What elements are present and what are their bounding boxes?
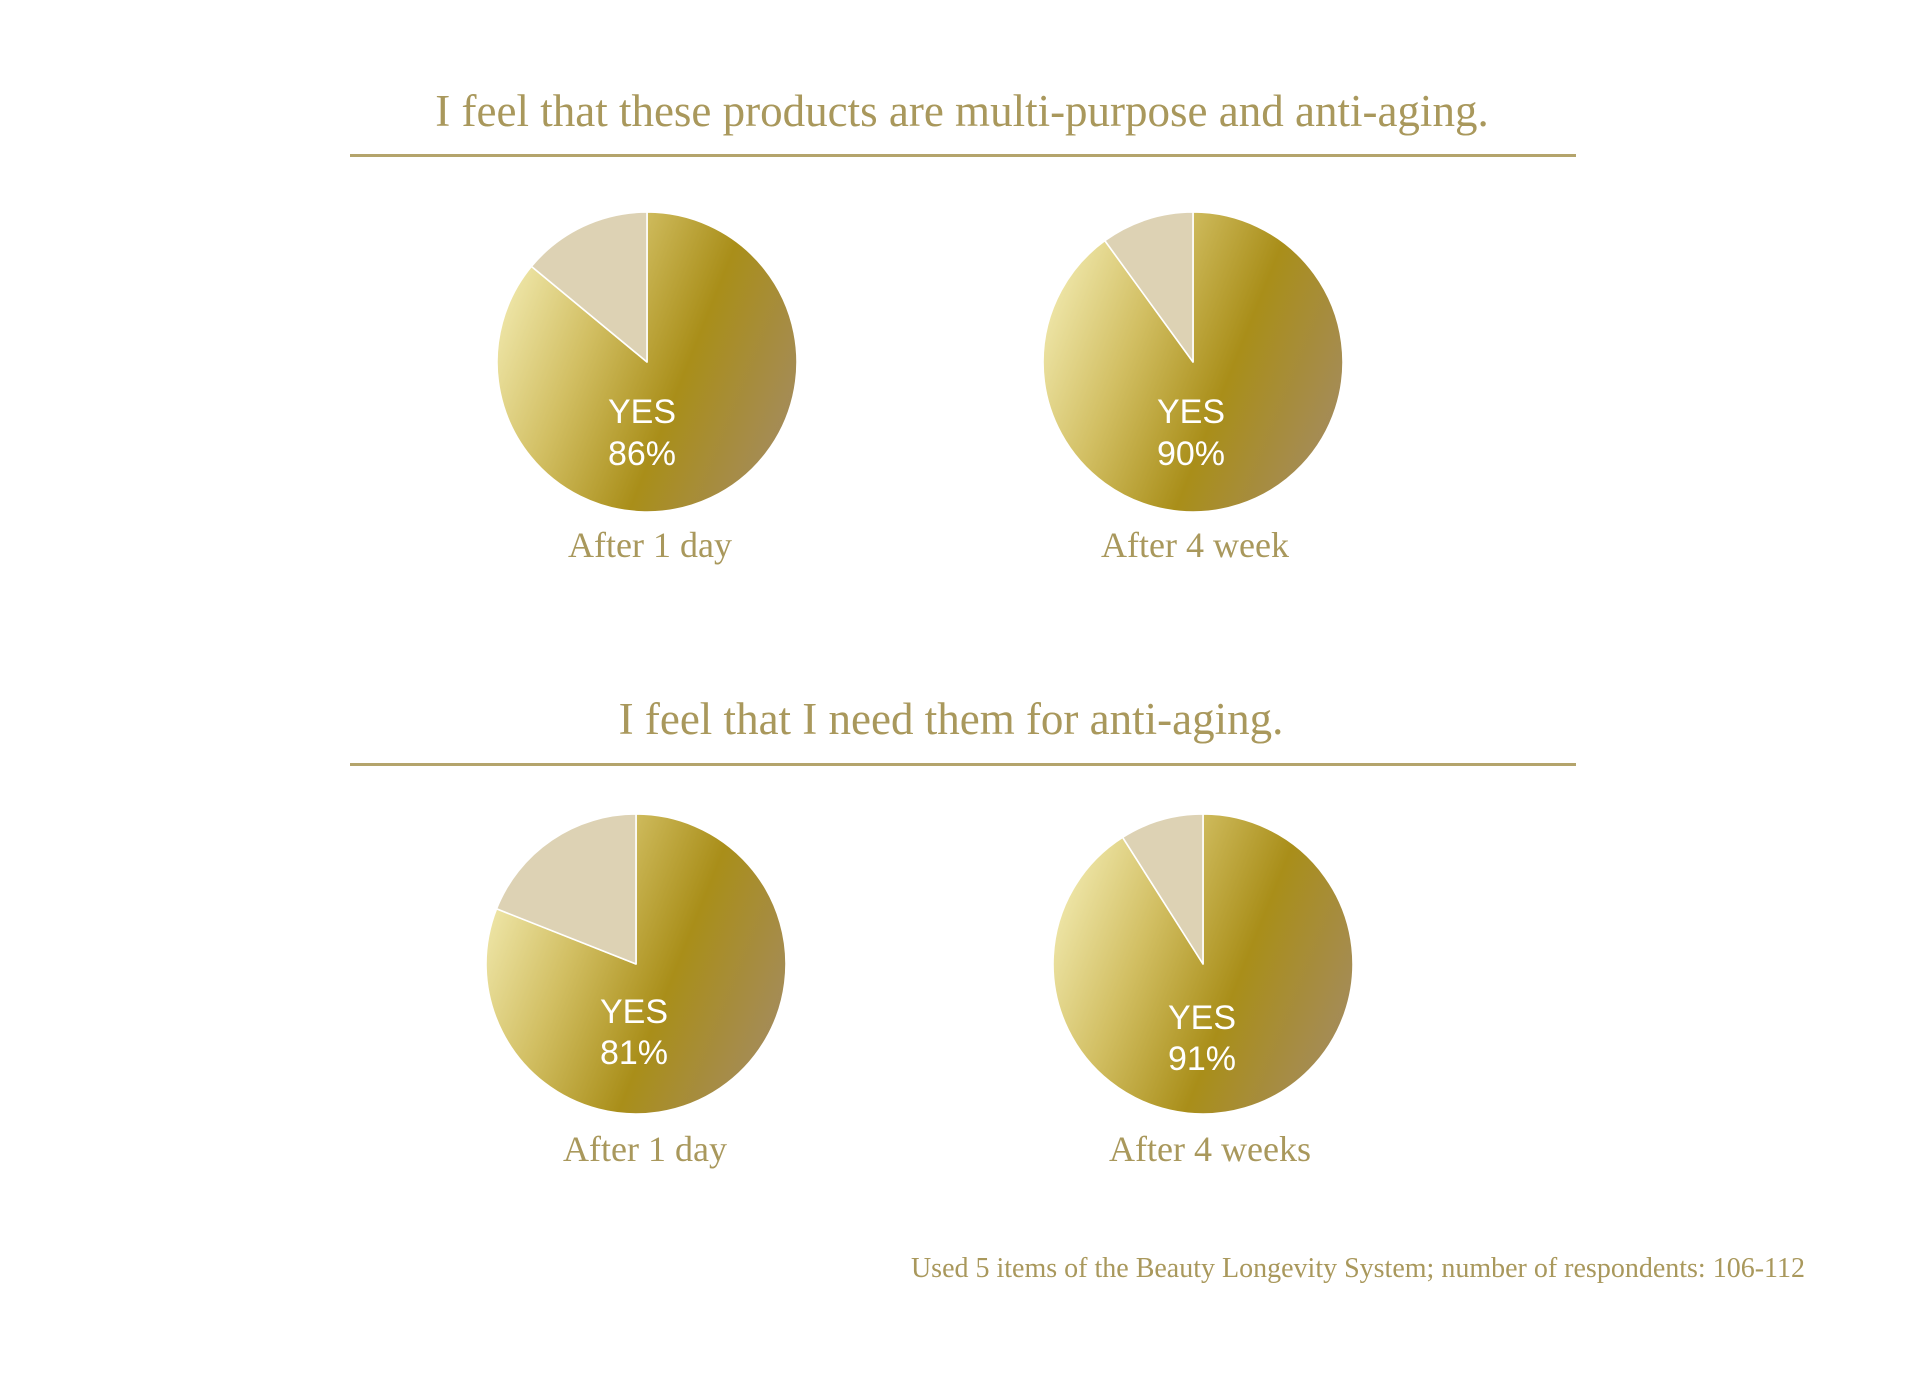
pie-caption: After 1 day (568, 525, 732, 565)
yes-slice-percentage: 91% (1168, 1040, 1236, 1078)
pie-chart-after-1-day: YES 86% (496, 211, 798, 513)
yes-slice-percentage: 86% (608, 435, 676, 473)
pie-chart-after-4-week: YES 90% (1042, 211, 1344, 513)
pie-caption: After 1 day (563, 1129, 727, 1169)
remaining-slice (530, 211, 648, 363)
heading-underline (350, 154, 1576, 157)
section-heading: I feel that these products are multi-pur… (435, 86, 1489, 136)
remaining-slice (1121, 813, 1204, 965)
footnote: Used 5 items of the Beauty Longevity Sys… (910, 1253, 1805, 1284)
yes-slice (496, 211, 798, 513)
pie-caption: After 4 week (1101, 525, 1289, 565)
yes-slice-percentage: 90% (1157, 435, 1225, 473)
remaining-slice (495, 813, 637, 965)
heading-underline (350, 763, 1576, 766)
yes-slice-label: YES (608, 393, 676, 431)
yes-slice-label: YES (1168, 999, 1236, 1037)
pie-chart-after-4-weeks: YES 91% (1052, 813, 1354, 1115)
yes-slice-label: YES (600, 993, 668, 1031)
yes-slice-label: YES (1157, 393, 1225, 431)
yes-slice-percentage: 81% (600, 1034, 668, 1072)
pie-chart-after-1-day: YES 81% (485, 813, 787, 1115)
pie-caption: After 4 weeks (1109, 1129, 1311, 1169)
remaining-slice (1104, 211, 1194, 363)
section-heading: I feel that I need them for anti-aging. (618, 694, 1284, 744)
